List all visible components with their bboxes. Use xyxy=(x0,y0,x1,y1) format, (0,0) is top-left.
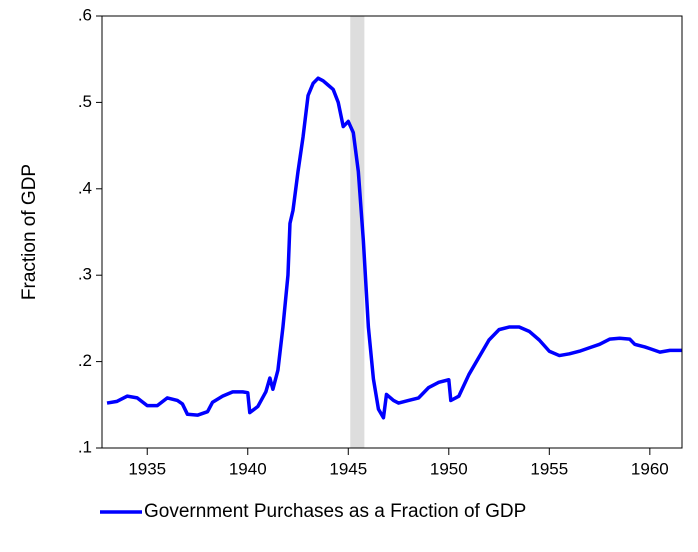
x-tick-label: 1960 xyxy=(631,459,669,478)
y-tick-label: .6 xyxy=(78,5,92,24)
x-tick-label: 1940 xyxy=(229,459,267,478)
y-tick-label: .3 xyxy=(78,265,92,284)
data-line xyxy=(106,76,682,420)
x-tick-label: 1955 xyxy=(530,459,568,478)
y-tick-label: .5 xyxy=(78,92,92,111)
y-tick-label: .2 xyxy=(78,351,92,370)
x-tick-label: 1950 xyxy=(430,459,468,478)
y-tick-label: .4 xyxy=(78,178,92,197)
plot-frame xyxy=(101,15,683,449)
y-tick-label: .1 xyxy=(78,437,92,456)
y-axis-label: Fraction of GDP xyxy=(19,164,40,300)
legend-label: Government Purchases as a Fraction of GD… xyxy=(144,501,526,522)
x-tick-label: 1935 xyxy=(128,459,166,478)
x-tick-label: 1945 xyxy=(329,459,367,478)
shade-band xyxy=(350,16,365,448)
